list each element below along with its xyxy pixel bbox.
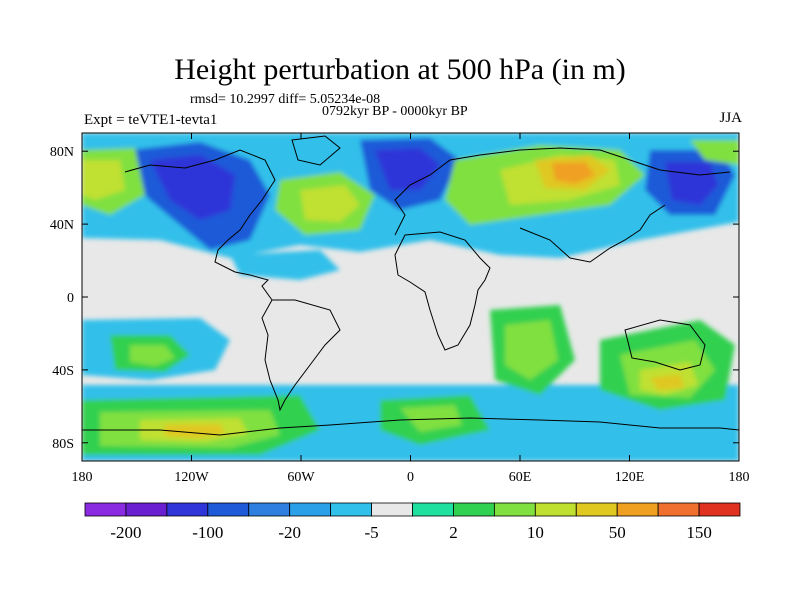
sh-green-pac-core (130, 345, 175, 366)
colorbar-swatch (207, 502, 250, 517)
lon-tick-label: 0 (407, 470, 414, 485)
colorbar-swatch (493, 502, 536, 517)
lon-tick-label: 60W (287, 470, 315, 485)
lon-tick-label: 180 (72, 470, 93, 485)
tropical-cyan (230, 250, 340, 280)
axis-ticks: 180 120W 60W 0 60E 120E 180 80N 40N 0 40S 80S (50, 133, 750, 485)
colorbar: -200 -100 -20 -5 2 10 50 150 (84, 502, 741, 542)
lon-tick-label: 60E (509, 470, 532, 485)
nh-negative-eu-core (375, 148, 440, 190)
colorbar-swatch (698, 502, 741, 517)
colorbar-label: -5 (364, 523, 378, 542)
colorbar-swatch (616, 502, 659, 517)
south-america-coast (261, 299, 341, 412)
lon-tick-label: 120E (615, 470, 645, 485)
nh-positive-asia-core (552, 162, 595, 184)
colorbar-label: 150 (686, 523, 712, 542)
colorbar-label: -100 (192, 523, 223, 542)
sh-orange-aus (650, 374, 684, 390)
nh-positive-wpac-core (82, 160, 125, 200)
colorbar-label: 2 (449, 523, 458, 542)
colorbar-swatch (412, 502, 454, 517)
experiment-label: Expt = teVTE1-tevta1 (84, 112, 218, 128)
colorbar-label: 10 (527, 523, 544, 542)
africa-coast (394, 231, 491, 351)
colorbar-swatch (657, 502, 700, 517)
sh-lime-indian (505, 320, 558, 380)
nh-positive-epac (690, 140, 739, 165)
lat-tick-label: 80S (52, 437, 74, 452)
chart-title: Height perturbation at 500 hPa (in m) (174, 53, 626, 86)
colorbar-swatch (330, 502, 372, 517)
coastlines (82, 135, 739, 436)
lon-tick-label: 120W (174, 470, 209, 485)
period-line: 0792kyr BP - 0000kyr BP (322, 104, 468, 119)
lat-tick-label: 40S (52, 364, 74, 379)
season-label: JJA (719, 110, 742, 126)
contour-field (82, 133, 739, 461)
nh-negative-na-core (150, 155, 235, 220)
eurasia-coast (394, 147, 731, 263)
colorbar-swatch (125, 502, 168, 517)
colorbar-label: 50 (609, 523, 626, 542)
colorbar-swatch (84, 502, 127, 517)
lon-tick-label: 180 (729, 470, 750, 485)
north-america-coast (124, 149, 276, 301)
colorbar-swatch (453, 502, 495, 517)
colorbar-label: -20 (278, 523, 301, 542)
antarctica-coast (82, 417, 739, 436)
colorbar-label: -200 (110, 523, 141, 542)
lat-tick-label: 80N (50, 145, 74, 160)
nh-positive-atl-core (300, 185, 360, 222)
greenland-coast (291, 135, 341, 166)
sh-lime-atl (400, 405, 462, 432)
colorbar-swatch (289, 502, 332, 517)
colorbar-swatch (371, 502, 413, 517)
lat-tick-label: 40N (50, 218, 74, 233)
colorbar-swatch (534, 502, 577, 517)
colorbar-swatch (248, 502, 291, 517)
stats-line: rmsd= 10.2997 diff= 5.05234e-08 (190, 92, 381, 107)
lat-tick-label: 0 (67, 291, 74, 306)
colorbar-swatch (166, 502, 209, 517)
australia-coast (624, 319, 706, 371)
colorbar-swatch (575, 502, 618, 517)
